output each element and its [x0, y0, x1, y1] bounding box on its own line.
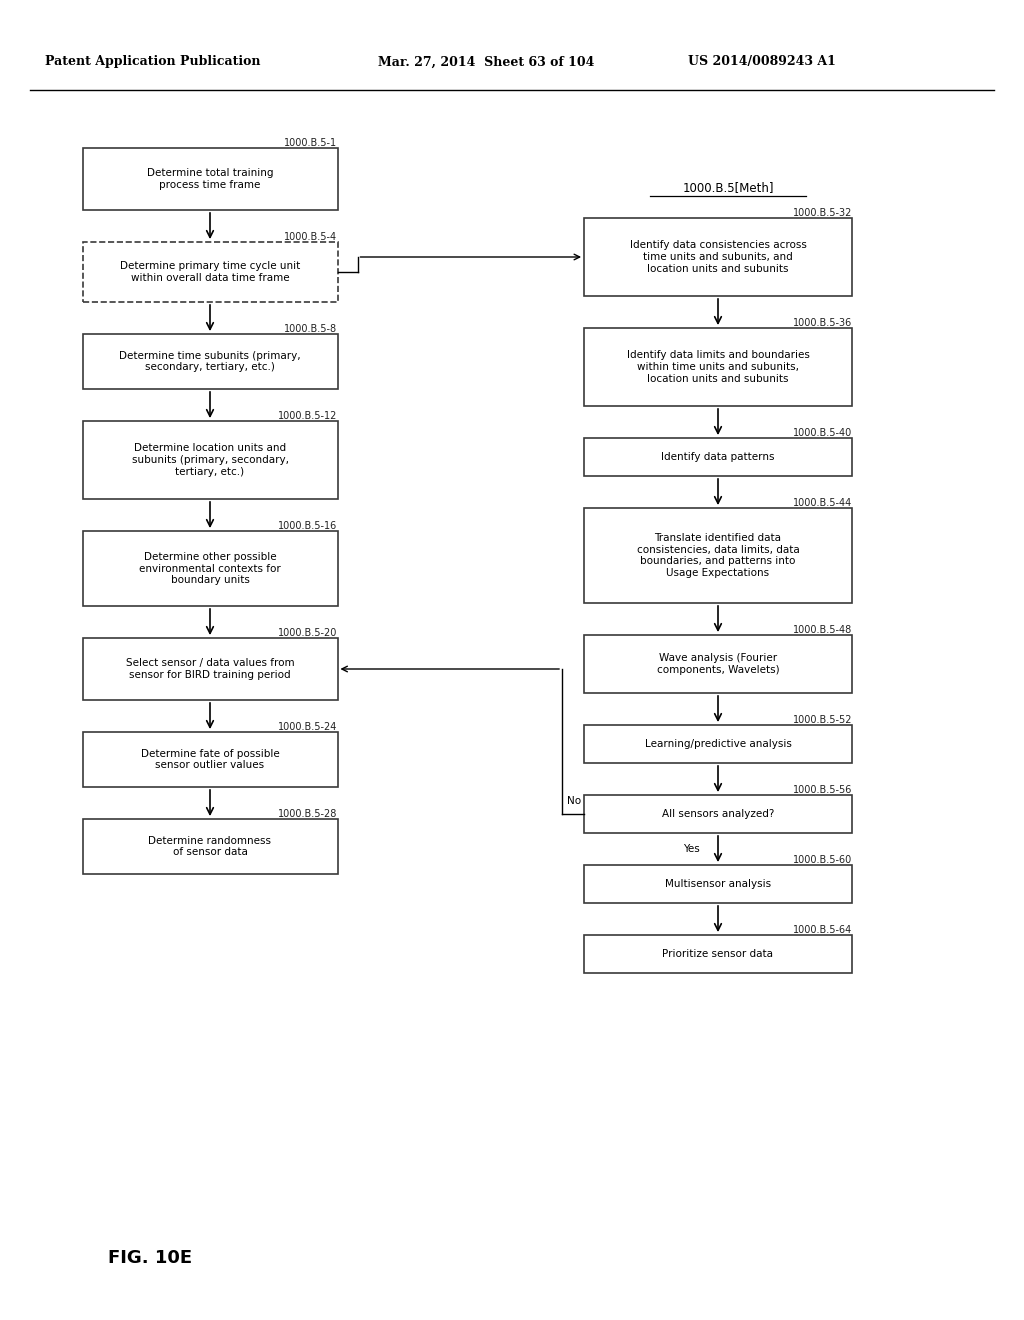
Text: Learning/predictive analysis: Learning/predictive analysis [644, 739, 792, 748]
Text: Yes: Yes [683, 843, 700, 854]
Text: All sensors analyzed?: All sensors analyzed? [662, 809, 774, 818]
Text: 1000.B.5-12: 1000.B.5-12 [279, 411, 338, 421]
Text: Determine location units and
subunits (primary, secondary,
tertiary, etc.): Determine location units and subunits (p… [131, 444, 289, 477]
Bar [83, 242, 338, 302]
Text: 1000.B.5-56: 1000.B.5-56 [793, 785, 852, 795]
Bar [584, 327, 852, 407]
Bar [584, 795, 852, 833]
Bar [83, 334, 338, 389]
Text: Determine fate of possible
sensor outlier values: Determine fate of possible sensor outlie… [140, 748, 280, 771]
Text: Prioritize sensor data: Prioritize sensor data [663, 949, 773, 960]
Text: 1000.B.5-44: 1000.B.5-44 [793, 498, 852, 508]
Text: 1000.B.5-36: 1000.B.5-36 [793, 318, 852, 327]
Text: 1000.B.5-1: 1000.B.5-1 [285, 139, 338, 148]
Text: Determine total training
process time frame: Determine total training process time fr… [146, 168, 273, 190]
Text: Identify data consistencies across
time units and subunits, and
location units a: Identify data consistencies across time … [630, 240, 807, 273]
Text: Determine primary time cycle unit
within overall data time frame: Determine primary time cycle unit within… [120, 261, 300, 282]
Text: Mar. 27, 2014  Sheet 63 of 104: Mar. 27, 2014 Sheet 63 of 104 [378, 55, 594, 69]
Bar [584, 438, 852, 477]
Text: 1000.B.5-24: 1000.B.5-24 [279, 722, 338, 733]
Text: Identify data patterns: Identify data patterns [662, 451, 775, 462]
Text: 1000.B.5-64: 1000.B.5-64 [793, 925, 852, 935]
Text: Translate identified data
consistencies, data limits, data
boundaries, and patte: Translate identified data consistencies,… [637, 533, 800, 578]
Text: 1000.B.5-28: 1000.B.5-28 [279, 809, 338, 818]
Text: FIG. 10E: FIG. 10E [108, 1249, 193, 1267]
Text: Determine time subunits (primary,
secondary, tertiary, etc.): Determine time subunits (primary, second… [119, 351, 301, 372]
Bar [584, 865, 852, 903]
Text: 1000.B.5-16: 1000.B.5-16 [279, 521, 338, 531]
Text: 1000.B.5-4: 1000.B.5-4 [285, 232, 338, 242]
Text: 1000.B.5[Meth]: 1000.B.5[Meth] [682, 181, 774, 194]
Bar [83, 818, 338, 874]
Bar [584, 725, 852, 763]
Text: 1000.B.5-8: 1000.B.5-8 [285, 323, 338, 334]
Text: 1000.B.5-60: 1000.B.5-60 [793, 855, 852, 865]
Text: Wave analysis (Fourier
components, Wavelets): Wave analysis (Fourier components, Wavel… [656, 653, 779, 675]
Text: 1000.B.5-40: 1000.B.5-40 [793, 428, 852, 438]
Bar [584, 218, 852, 296]
Bar [83, 638, 338, 700]
Text: No: No [567, 796, 581, 807]
Bar [584, 935, 852, 973]
Text: Select sensor / data values from
sensor for BIRD training period: Select sensor / data values from sensor … [126, 659, 294, 680]
Text: 1000.B.5-52: 1000.B.5-52 [793, 715, 852, 725]
Text: Identify data limits and boundaries
within time units and subunits,
location uni: Identify data limits and boundaries with… [627, 350, 809, 384]
Text: 1000.B.5-20: 1000.B.5-20 [279, 628, 338, 638]
Bar [83, 148, 338, 210]
Bar [584, 635, 852, 693]
Text: Multisensor analysis: Multisensor analysis [665, 879, 771, 888]
Bar [584, 508, 852, 603]
Text: 1000.B.5-32: 1000.B.5-32 [793, 209, 852, 218]
Text: Determine other possible
environmental contexts for
boundary units: Determine other possible environmental c… [139, 552, 281, 585]
Text: 1000.B.5-48: 1000.B.5-48 [793, 624, 852, 635]
Text: US 2014/0089243 A1: US 2014/0089243 A1 [688, 55, 836, 69]
Text: Determine randomness
of sensor data: Determine randomness of sensor data [148, 836, 271, 857]
Text: Patent Application Publication: Patent Application Publication [45, 55, 260, 69]
Bar [83, 733, 338, 787]
Bar [83, 531, 338, 606]
Bar [83, 421, 338, 499]
